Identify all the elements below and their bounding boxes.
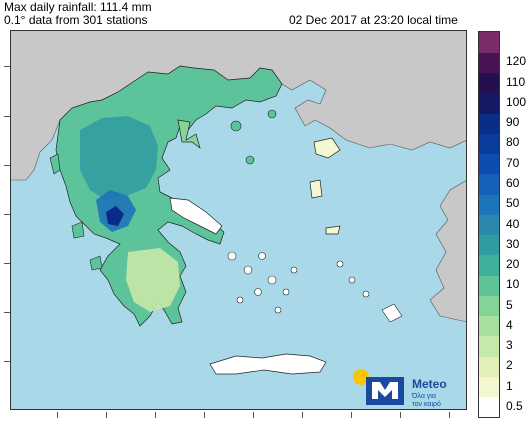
colorbar-cell xyxy=(479,72,499,94)
colorbar-label: 0.5 xyxy=(506,398,523,413)
axis-tick xyxy=(351,412,352,418)
colorbar-label: 2 xyxy=(506,358,513,373)
colorbar-cell xyxy=(479,234,499,256)
map-border xyxy=(10,30,467,410)
colorbar-cell xyxy=(479,295,499,317)
colorbar-label: 40 xyxy=(506,216,520,231)
axis-tick xyxy=(4,361,10,362)
colorbar-cell xyxy=(479,315,499,337)
chalkidiki xyxy=(177,119,201,149)
colorbar-cell xyxy=(479,275,499,296)
samos-island xyxy=(325,225,341,235)
data-source-note: 0.1° data from 301 stations xyxy=(4,13,148,27)
crete-island xyxy=(209,353,327,375)
axis-tick xyxy=(302,412,303,418)
colorbar-cell xyxy=(479,32,499,53)
logo-brand: Meteo xyxy=(412,377,447,391)
cyclades-islands xyxy=(227,251,298,314)
colorbar-label: 10 xyxy=(506,277,520,292)
colorbar-cell xyxy=(479,214,499,236)
sun-icon xyxy=(353,369,369,385)
colorbar-cell xyxy=(479,396,499,418)
axis-tick xyxy=(4,263,10,264)
colorbar-label: 100 xyxy=(506,94,527,109)
colorbar-cell xyxy=(479,376,499,398)
axis-tick xyxy=(400,412,401,418)
axis-tick xyxy=(4,214,10,215)
logo-tagline: Όλα για τον καιρό xyxy=(412,393,441,409)
colorbar xyxy=(478,31,500,418)
axis-tick xyxy=(4,116,10,117)
axis-tick xyxy=(4,66,10,67)
colorbar-label: 120 xyxy=(506,54,527,69)
axis-tick xyxy=(449,412,450,418)
rain-zone-max xyxy=(106,206,124,226)
colorbar-cell xyxy=(479,52,499,73)
map-title: Max daily rainfall: 111.4 mm xyxy=(4,0,152,14)
axis-tick xyxy=(57,412,58,418)
colorbar-cell xyxy=(479,113,499,134)
logo-tagline-line-1: Όλα για xyxy=(412,393,436,400)
colorbar-cell xyxy=(479,153,499,175)
logo-tagline-line-2: τον καιρό xyxy=(412,401,441,408)
dodecanese-islands xyxy=(336,260,403,323)
axis-tick xyxy=(106,412,107,418)
rain-zone-moderate xyxy=(80,116,158,200)
colorbar-label: 80 xyxy=(506,135,520,150)
neighbor-land-east xyxy=(429,179,467,323)
axis-tick xyxy=(4,165,10,166)
colorbar-cell xyxy=(479,335,499,357)
chios-island xyxy=(309,179,323,199)
colorbar-cell xyxy=(479,92,499,114)
colorbar-label: 5 xyxy=(506,297,513,312)
colorbar-cell xyxy=(479,173,499,195)
colorbar-label: 3 xyxy=(506,338,513,353)
timestamp: 02 Dec 2017 at 23:20 local time xyxy=(289,13,458,27)
colorbar-label: 90 xyxy=(506,115,520,130)
ionian-islands xyxy=(49,153,103,271)
colorbar-label: 20 xyxy=(506,257,520,272)
colorbar-cell xyxy=(479,356,499,377)
axis-tick xyxy=(155,412,156,418)
colorbar-label: 60 xyxy=(506,175,520,190)
rainfall-map xyxy=(10,30,467,410)
colorbar-label: 30 xyxy=(506,236,520,251)
colorbar-cell xyxy=(479,254,499,276)
colorbar-cell xyxy=(479,133,499,155)
colorbar-label: 1 xyxy=(506,378,513,393)
axis-tick xyxy=(253,412,254,418)
axis-tick xyxy=(4,312,10,313)
colorbar-label: 110 xyxy=(506,74,526,89)
evia-island xyxy=(169,197,223,235)
colorbar-label: 4 xyxy=(506,317,513,332)
colorbar-label: 50 xyxy=(506,196,520,211)
rain-zone-light xyxy=(126,248,180,312)
colorbar-cell xyxy=(479,194,499,215)
north-aegean-islands xyxy=(230,109,277,165)
colorbar-label: 70 xyxy=(506,155,520,170)
lesvos-island xyxy=(313,137,341,159)
axis-tick xyxy=(204,412,205,418)
